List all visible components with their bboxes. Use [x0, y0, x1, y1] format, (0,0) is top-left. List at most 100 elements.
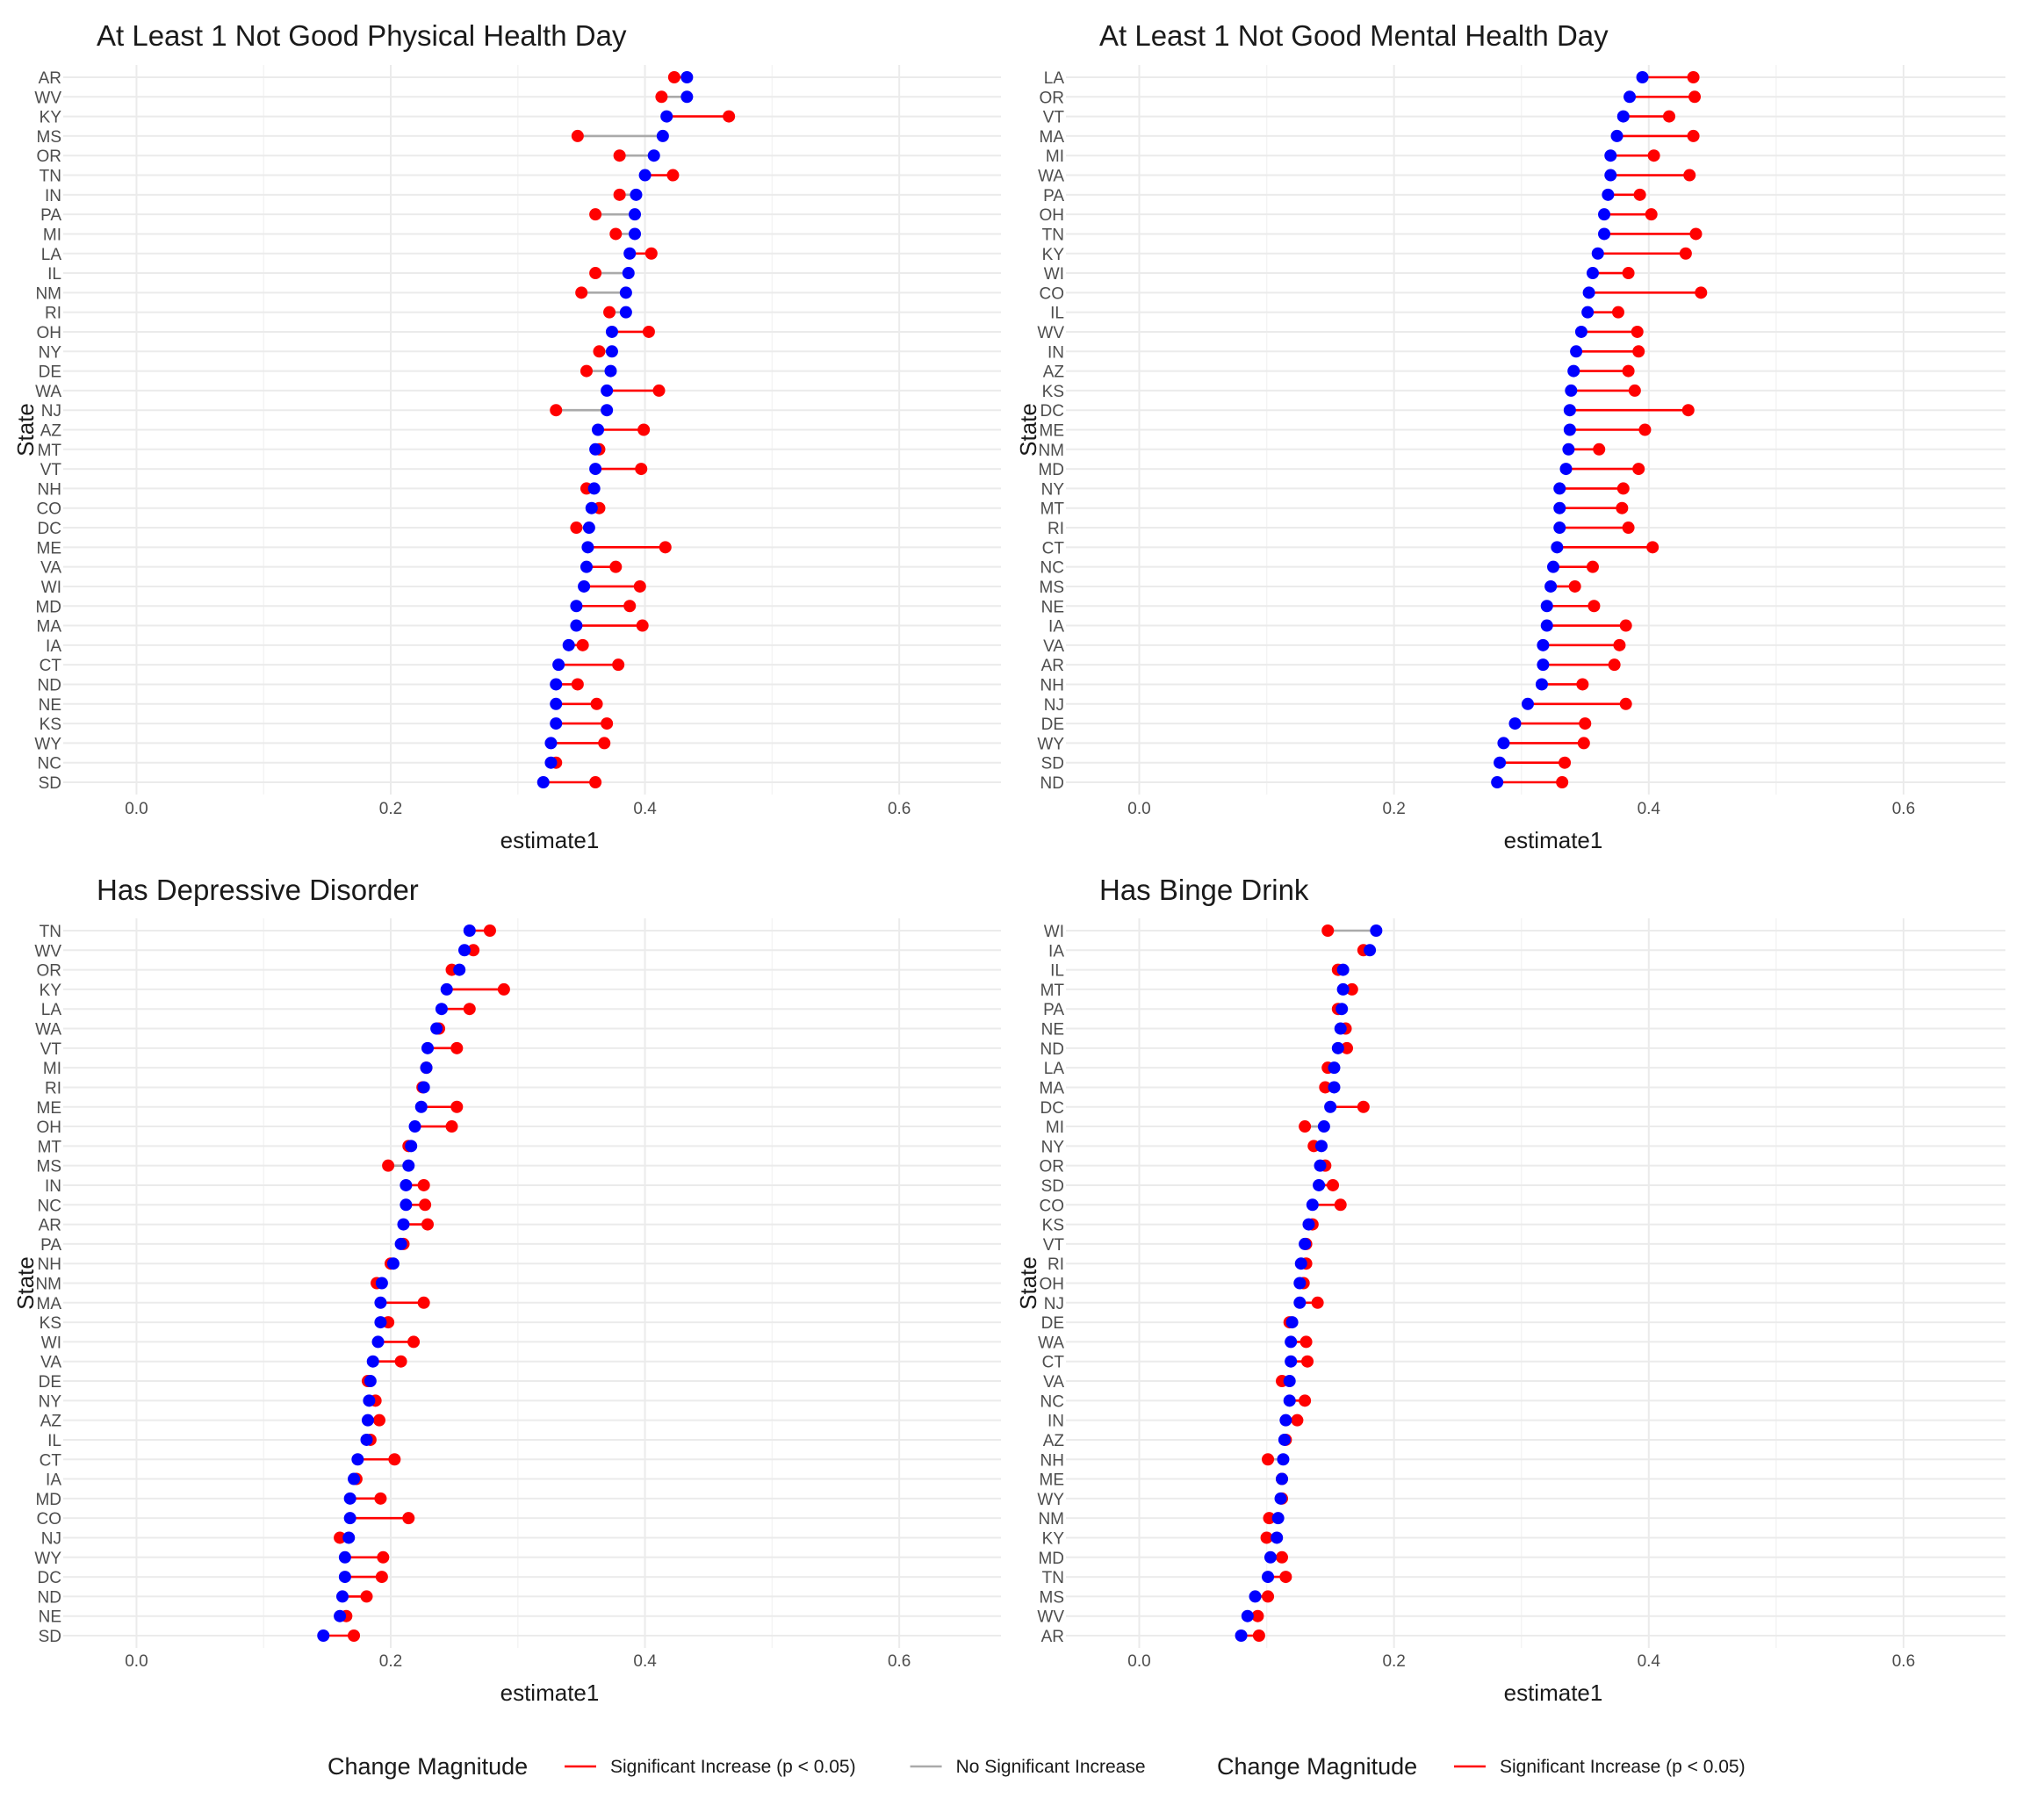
point-estimate2 [1311, 1296, 1324, 1309]
point-estimate1 [364, 1375, 377, 1388]
y-tick-label: MA [37, 1295, 62, 1313]
y-tick-label: SD [1041, 1177, 1064, 1196]
legend-label: No Significant Increase [956, 1757, 1146, 1777]
point-estimate1 [1553, 482, 1566, 495]
y-tick-label: VA [1043, 1373, 1064, 1392]
point-estimate1 [421, 1041, 435, 1054]
point-estimate2 [334, 1531, 347, 1544]
y-tick-label: NM [1038, 442, 1064, 460]
point-estimate2 [623, 600, 637, 613]
y-tick-label: CT [40, 657, 62, 675]
point-estimate2 [550, 404, 563, 417]
point-estimate2 [388, 1453, 401, 1466]
point-estimate2 [1631, 325, 1644, 338]
point-estimate2 [723, 110, 736, 123]
point-estimate1 [374, 1316, 387, 1329]
point-estimate1 [1263, 1550, 1277, 1564]
point-estimate1 [1314, 1140, 1328, 1153]
point-estimate1 [622, 267, 635, 280]
legend-label: Significant Increase (p < 0.05) [610, 1757, 856, 1777]
point-estimate2 [1251, 1609, 1264, 1622]
point-estimate1 [402, 1159, 415, 1172]
x-tick-label: 0.2 [1382, 800, 1405, 818]
point-estimate1 [1271, 1531, 1284, 1544]
point-estimate1 [550, 717, 563, 730]
point-estimate1 [351, 1453, 364, 1466]
y-tick-label: IA [46, 637, 61, 656]
point-estimate2 [421, 1218, 435, 1231]
y-tick-label: RI [1047, 1255, 1064, 1274]
y-tick-label: DC [1040, 402, 1064, 421]
point-estimate1 [1285, 1316, 1299, 1329]
y-axis-title: State [1015, 403, 1041, 457]
point-estimate1 [1586, 267, 1599, 280]
point-estimate1 [417, 1081, 430, 1094]
point-estimate2 [644, 247, 658, 260]
point-estimate1 [619, 306, 632, 319]
y-tick-label: WV [1037, 324, 1064, 342]
y-tick-label: MT [1040, 500, 1065, 519]
point-estimate1 [1582, 286, 1595, 299]
point-estimate1 [1241, 1609, 1254, 1622]
point-estimate2 [497, 982, 510, 996]
y-tick-label: NY [39, 1392, 62, 1411]
point-estimate1 [1559, 463, 1573, 476]
point-estimate2 [570, 522, 583, 535]
point-estimate1 [360, 1433, 373, 1446]
point-estimate2 [1687, 129, 1700, 142]
y-tick-label: ND [38, 1588, 61, 1607]
point-estimate1 [440, 982, 453, 996]
panel-2: At Least 1 Not Good Mental Health DayLAO… [1015, 19, 2005, 853]
y-tick-label: CO [1040, 284, 1065, 303]
point-estimate2 [1616, 482, 1630, 495]
y-tick-label: ME [37, 1099, 62, 1118]
y-tick-label: NE [39, 1608, 61, 1627]
point-estimate2 [407, 1335, 421, 1349]
point-estimate1 [589, 442, 602, 456]
x-tick-label: 0.2 [379, 800, 402, 818]
y-tick-label: MT [38, 1138, 62, 1156]
point-estimate2 [1638, 423, 1652, 436]
legend-title: Change Magnitude [328, 1753, 528, 1780]
point-estimate1 [400, 1178, 413, 1191]
point-estimate1 [1271, 1512, 1285, 1525]
point-estimate1 [544, 756, 558, 769]
y-tick-label: MS [37, 128, 62, 147]
point-estimate2 [1587, 600, 1601, 613]
point-estimate2 [1663, 110, 1676, 123]
y-tick-label: CO [37, 500, 62, 519]
point-estimate1 [1604, 169, 1617, 182]
x-tick-label: 0.2 [1382, 1652, 1405, 1671]
point-estimate2 [575, 286, 588, 299]
y-tick-label: OH [1040, 1276, 1065, 1294]
y-tick-label: MA [37, 618, 62, 637]
point-estimate2 [1622, 522, 1635, 535]
point-estimate2 [652, 384, 666, 397]
point-estimate1 [1494, 756, 1507, 769]
point-estimate1 [375, 1277, 388, 1290]
y-tick-label: ND [38, 676, 61, 694]
y-tick-label: WY [34, 1550, 61, 1568]
x-tick-label: 0.0 [125, 800, 148, 818]
point-estimate2 [417, 1296, 430, 1309]
point-estimate1 [397, 1218, 410, 1231]
y-tick-label: VT [1043, 109, 1065, 127]
y-tick-label: KY [1042, 246, 1065, 264]
y-tick-label: RI [45, 305, 61, 323]
legend-1: Change Magnitude Significant Increase (p … [328, 1753, 1146, 1780]
point-estimate1 [453, 963, 466, 976]
y-tick-label: WI [41, 1334, 61, 1352]
y-tick-label: NM [35, 1276, 61, 1294]
point-estimate1 [1563, 423, 1576, 436]
y-tick-label: WV [1037, 1608, 1064, 1627]
point-estimate1 [366, 1355, 379, 1368]
point-estimate2 [589, 208, 602, 221]
point-estimate1 [1553, 501, 1566, 514]
point-estimate1 [1278, 1433, 1291, 1446]
point-estimate1 [1565, 384, 1578, 397]
point-estimate1 [582, 522, 595, 535]
point-estimate2 [637, 423, 651, 436]
y-tick-label: KY [1042, 1529, 1065, 1548]
point-estimate1 [552, 658, 565, 672]
point-estimate1 [656, 129, 669, 142]
